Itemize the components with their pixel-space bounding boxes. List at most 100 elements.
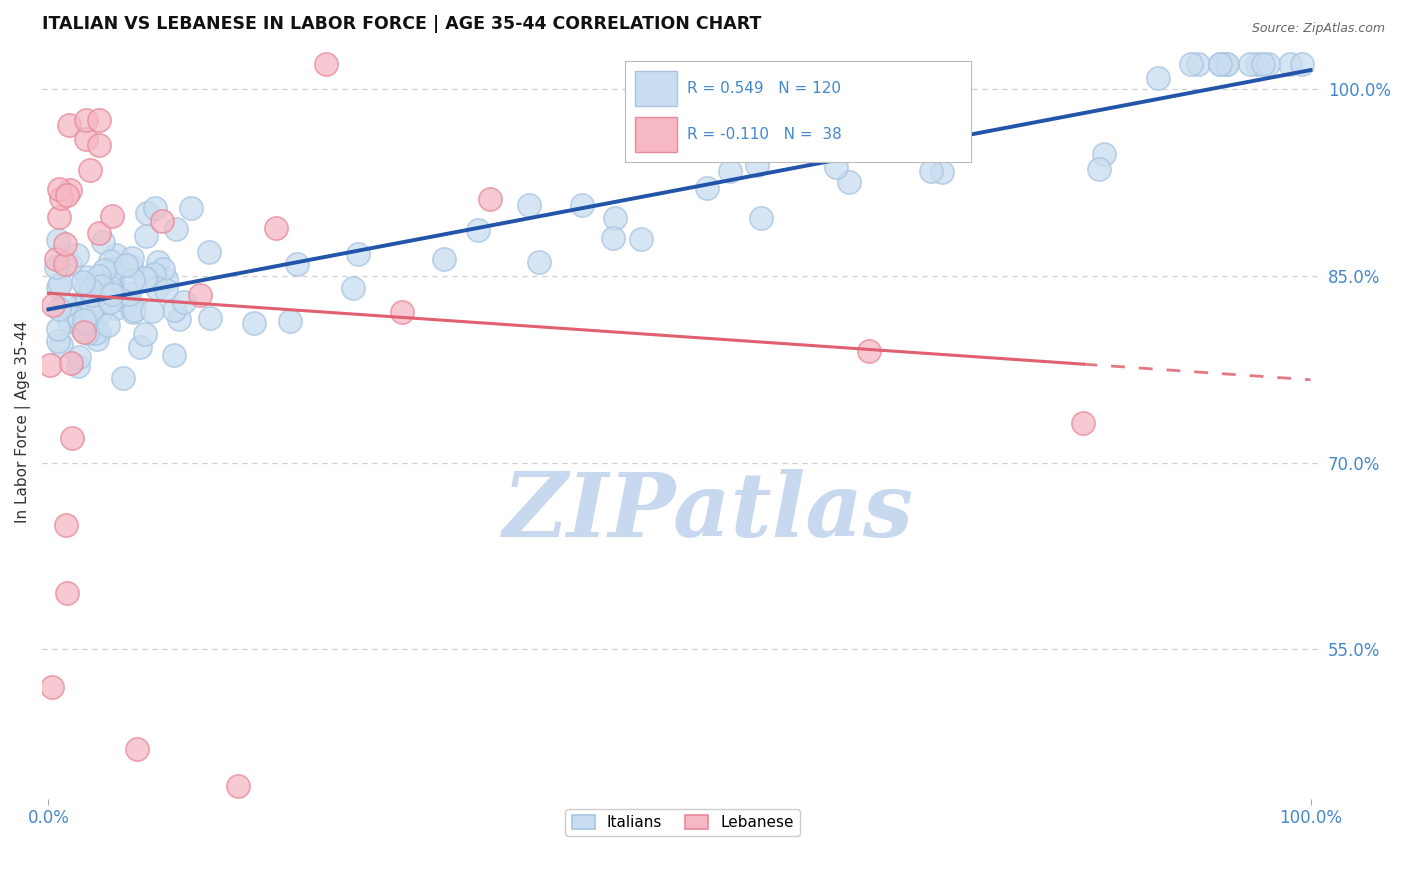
Point xyxy=(122,273,145,287)
Point xyxy=(479,192,502,206)
Point xyxy=(75,132,97,146)
Point xyxy=(838,175,860,189)
Point xyxy=(122,304,145,318)
Point xyxy=(46,322,69,336)
Point xyxy=(115,258,138,272)
Point xyxy=(1180,57,1202,71)
Point xyxy=(603,211,626,225)
Point xyxy=(80,305,103,319)
Point xyxy=(1216,57,1239,71)
Point xyxy=(75,280,97,294)
Point xyxy=(347,247,370,261)
Point xyxy=(46,334,69,349)
Point xyxy=(53,298,76,312)
Point xyxy=(60,431,83,445)
Point xyxy=(103,265,125,279)
Point xyxy=(93,263,115,277)
Point xyxy=(876,126,898,140)
Point xyxy=(45,252,67,267)
Point xyxy=(48,301,70,316)
Y-axis label: In Labor Force | Age 35-44: In Labor Force | Age 35-44 xyxy=(15,321,31,524)
Point xyxy=(173,295,195,310)
Point xyxy=(188,288,211,302)
Text: Source: ZipAtlas.com: Source: ZipAtlas.com xyxy=(1251,22,1385,36)
Point xyxy=(630,232,652,246)
Point xyxy=(264,220,287,235)
Point xyxy=(101,273,124,287)
Text: ITALIAN VS LEBANESE IN LABOR FORCE | AGE 35-44 CORRELATION CHART: ITALIAN VS LEBANESE IN LABOR FORCE | AGE… xyxy=(42,15,762,33)
Point xyxy=(67,310,90,325)
Point xyxy=(858,343,880,358)
Point xyxy=(285,257,308,271)
Point xyxy=(45,260,67,275)
Point xyxy=(1215,57,1237,71)
Point xyxy=(278,313,301,327)
Point xyxy=(67,359,90,373)
Point xyxy=(55,187,77,202)
Point xyxy=(82,305,104,319)
Point xyxy=(105,248,128,262)
Point xyxy=(1246,57,1268,71)
Point xyxy=(529,255,551,269)
Point xyxy=(55,518,77,533)
Text: ZIPatlas: ZIPatlas xyxy=(503,469,914,556)
Point xyxy=(467,223,489,237)
Point xyxy=(1208,57,1230,71)
Point xyxy=(226,780,249,794)
Point xyxy=(571,197,593,211)
Point xyxy=(517,198,540,212)
Point xyxy=(167,312,190,326)
Point xyxy=(59,257,82,271)
Point xyxy=(155,284,177,298)
Point xyxy=(38,358,60,372)
Point xyxy=(1146,70,1168,85)
Point xyxy=(163,348,186,362)
Point xyxy=(82,288,104,302)
Point xyxy=(49,337,72,351)
Point xyxy=(143,201,166,215)
Point xyxy=(165,222,187,236)
Point xyxy=(111,370,134,384)
Point xyxy=(125,742,148,756)
Point xyxy=(59,183,82,197)
Point xyxy=(118,286,141,301)
Point xyxy=(150,213,173,227)
Point xyxy=(136,206,159,220)
Point xyxy=(89,305,111,319)
Point xyxy=(1209,57,1232,71)
Point xyxy=(100,209,122,223)
Point xyxy=(749,211,772,225)
Point xyxy=(342,280,364,294)
Point xyxy=(72,275,94,289)
Point xyxy=(89,268,111,283)
Point xyxy=(433,252,456,267)
Point xyxy=(76,270,98,285)
Point xyxy=(60,356,83,370)
Point xyxy=(115,293,138,308)
Point xyxy=(100,285,122,299)
Point xyxy=(180,201,202,215)
Point xyxy=(53,256,76,270)
Point xyxy=(104,301,127,315)
Point xyxy=(920,164,942,178)
Point xyxy=(83,285,105,299)
Point xyxy=(86,332,108,346)
Point xyxy=(117,293,139,308)
Point xyxy=(124,302,146,317)
Point xyxy=(79,162,101,177)
Point xyxy=(243,316,266,330)
Point xyxy=(198,311,221,326)
Point xyxy=(1239,57,1261,71)
Point xyxy=(1257,57,1279,71)
Point xyxy=(1251,57,1274,71)
Point xyxy=(141,303,163,318)
Point xyxy=(91,235,114,250)
Point xyxy=(76,291,98,305)
Point xyxy=(198,245,221,260)
Point xyxy=(90,278,112,293)
Point xyxy=(1092,146,1115,161)
Point xyxy=(48,211,70,225)
Point xyxy=(87,226,110,240)
Point xyxy=(148,255,170,269)
Point xyxy=(120,259,142,273)
